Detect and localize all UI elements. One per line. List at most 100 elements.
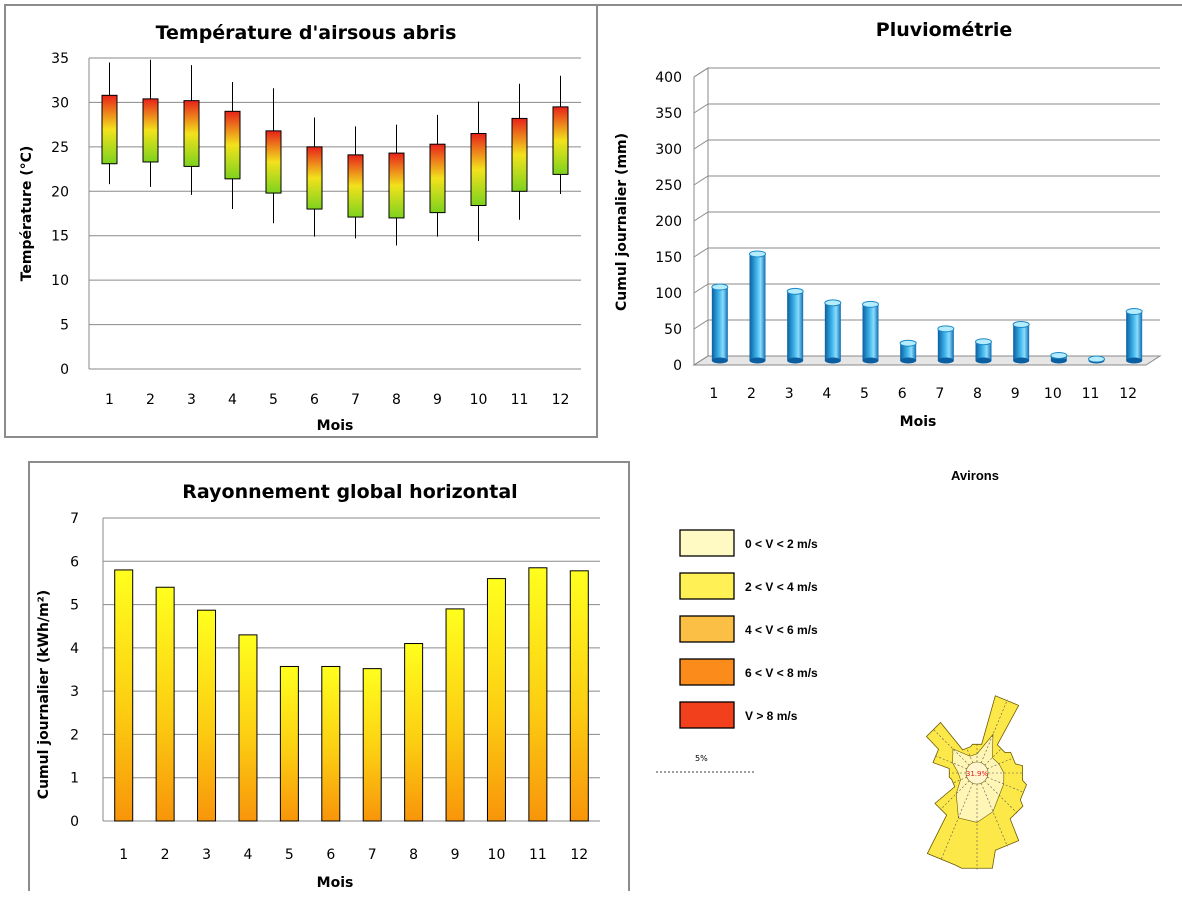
- y-tick-label: 0: [60, 362, 69, 378]
- y-tick-label: 3: [70, 684, 79, 700]
- scale-label: 5%: [695, 754, 708, 763]
- y-tick-label: 15: [51, 229, 69, 245]
- temperature-chart-panel: Température d'airsous abris 0 5 10 15 20 25 30 3…: [4, 4, 598, 438]
- y-tick-label: 6: [70, 554, 79, 570]
- radiation-bar: [155, 586, 175, 822]
- x-tick-label: 10: [488, 847, 506, 863]
- range-bar: [429, 143, 446, 214]
- x-tick-label: 4: [822, 386, 831, 402]
- radiation-chart-panel: Rayonnement global horizontal 0 1 2 3 4 5 6 7 1 2 3…: [28, 461, 630, 891]
- y-tick-label: 200: [655, 214, 682, 230]
- y-tick-label: 400: [655, 70, 682, 86]
- legend-swatch: [679, 615, 735, 643]
- x-axis-title: Mois: [900, 414, 937, 430]
- rain-bar: [1013, 324, 1030, 361]
- x-tick-label: 8: [392, 392, 401, 408]
- y-axis-title: Cumul journalier (kWh/m²): [36, 590, 52, 799]
- x-tick-label: 4: [228, 392, 237, 408]
- radiation-bar: [404, 643, 424, 822]
- wind-rose-spoke: [966, 747, 974, 763]
- y-tick-label: 10: [51, 273, 69, 289]
- x-tick-label: 8: [409, 847, 418, 863]
- calm-label: 31.9%: [966, 770, 989, 778]
- x-tick-label: 5: [269, 392, 278, 408]
- gridline: [693, 211, 1160, 222]
- rain-bar-base: [787, 357, 804, 364]
- range-bar: [142, 98, 159, 163]
- x-tick-label: 2: [146, 392, 155, 408]
- x-tick-label: 7: [368, 847, 377, 863]
- x-tick-label: 12: [1119, 386, 1137, 402]
- rain-bar: [1126, 311, 1143, 361]
- y-tick-label: 20: [51, 184, 69, 200]
- y-axis-title: Cumul journalier (mm): [614, 133, 630, 311]
- rain-bar-top: [862, 300, 879, 308]
- rain-bar-top: [786, 287, 804, 295]
- legend-swatch: [679, 572, 735, 600]
- y-tick-label: 100: [655, 286, 682, 302]
- gridline: [693, 283, 1160, 294]
- x-tick-label: 9: [433, 392, 442, 408]
- x-tick-label: 10: [470, 392, 488, 408]
- y-tick-label: 4: [70, 641, 79, 657]
- x-tick-label: 11: [1082, 386, 1100, 402]
- y-axis-title: Température (°C): [19, 146, 35, 282]
- chart-title: Rayonnement global horizontal: [182, 481, 517, 503]
- wind-rose-panel: Avirons 0 < V < 2 m/s 2 < V < 4 m/s 4 < V <…: [640, 450, 1182, 891]
- rain-bar: [975, 341, 992, 361]
- x-tick-label: 5: [285, 847, 294, 863]
- wind-rose-chart: Avirons 0 < V < 2 m/s 2 < V < 4 m/s 4 < V <…: [656, 468, 1027, 870]
- wind-rose-spoke: [935, 755, 967, 770]
- legend-label: 6 < V < 8 m/s: [745, 666, 818, 680]
- y-tick-label: 5: [60, 318, 69, 334]
- rain-bar-base: [862, 357, 879, 364]
- legend-swatch: [679, 658, 735, 686]
- y-tick-label: 35: [51, 51, 69, 67]
- x-tick-label: 4: [243, 847, 252, 863]
- x-tick-label: 9: [451, 847, 460, 863]
- x-tick-label: 3: [187, 392, 196, 408]
- wind-rose-spoke: [940, 780, 970, 810]
- legend-swatch: [679, 701, 735, 729]
- x-tick-label: 2: [161, 847, 170, 863]
- radiation-bar: [445, 608, 465, 822]
- rain-bar-base: [1050, 357, 1067, 364]
- x-tick-label: 9: [1011, 386, 1020, 402]
- rain-bar: [711, 287, 728, 361]
- x-tick-label: 8: [973, 386, 982, 402]
- temperature-chart: Température d'airsous abris0510152025303…: [19, 22, 581, 434]
- rain-bar: [749, 253, 766, 361]
- y-tick-label: 0: [70, 814, 79, 830]
- radiation-bar: [321, 665, 341, 822]
- rain-bar-top: [975, 338, 992, 346]
- y-tick-label: 30: [51, 95, 69, 111]
- rain-bar-top: [1088, 355, 1105, 363]
- x-axis-title: Mois: [317, 875, 354, 891]
- x-tick-label: 7: [935, 386, 944, 402]
- rain-bar: [824, 302, 841, 361]
- rain-bar-top: [937, 325, 955, 333]
- x-tick-label: 3: [785, 386, 794, 402]
- rain-bar-top: [749, 250, 766, 258]
- calm-circle: [965, 761, 989, 785]
- y-tick-label: 5: [70, 598, 79, 614]
- y-tick-label: 0: [673, 358, 682, 374]
- rain-bar-top: [711, 283, 729, 291]
- rain-bar-base: [711, 357, 728, 364]
- x-tick-label: 6: [898, 386, 907, 402]
- x-tick-label: 2: [747, 386, 756, 402]
- range-bar: [183, 100, 200, 167]
- radiation-bar: [528, 567, 548, 822]
- x-tick-label: 5: [860, 386, 869, 402]
- y-tick-label: 250: [655, 178, 682, 194]
- y-tick-label: 150: [655, 250, 682, 266]
- rain-bar-top: [1012, 321, 1030, 328]
- rain-bar-top: [899, 339, 917, 347]
- rain-bar: [862, 304, 879, 361]
- range-bar: [224, 110, 241, 180]
- range-bar: [306, 146, 323, 210]
- gridline: [693, 319, 1160, 330]
- rain-bar-base: [749, 357, 766, 364]
